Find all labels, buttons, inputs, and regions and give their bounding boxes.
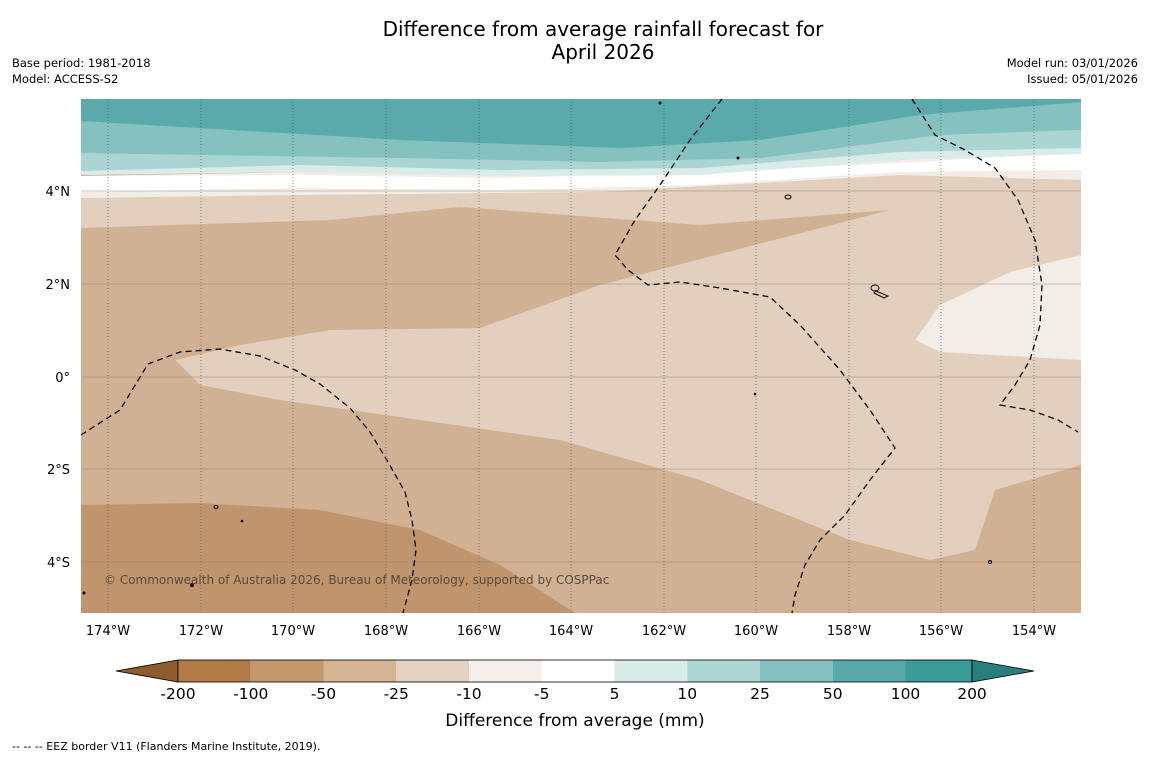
colorbar-tick: -25 bbox=[384, 685, 409, 703]
island-f bbox=[190, 583, 194, 587]
island-h bbox=[736, 156, 740, 160]
region-plus50 bbox=[81, 99, 1081, 148]
lat-label-2n: 2°N bbox=[46, 278, 71, 293]
lon-label-160w: 160°W bbox=[734, 624, 778, 639]
meta-left: Base period: 1981-2018 Model: ACCESS-S2 bbox=[12, 55, 151, 87]
eez-border-center bbox=[614, 99, 896, 613]
lat-label-4n: 4°N bbox=[46, 185, 71, 200]
lon-labels: 174°W 172°W 170°W 168°W 166°W 164°W 162°… bbox=[86, 624, 1056, 639]
colorbar: -200 -100 -50 -25 -10 -5 5 10 25 50 100 … bbox=[115, 659, 1035, 731]
eez-border-right bbox=[911, 99, 1079, 433]
colorbar-segment bbox=[469, 660, 542, 682]
colorbar-segment bbox=[614, 660, 688, 682]
lon-label-174w: 174°W bbox=[86, 624, 130, 639]
island-a bbox=[784, 194, 792, 200]
colorbar-tick: 5 bbox=[610, 685, 620, 703]
island-d bbox=[213, 505, 219, 509]
region-white bbox=[81, 152, 1081, 192]
lat-label-0: 0° bbox=[55, 371, 70, 386]
colorbar-segment bbox=[178, 660, 251, 682]
colorbar-segment bbox=[687, 660, 760, 682]
island-b bbox=[870, 284, 880, 292]
lon-label-164w: 164°W bbox=[549, 624, 593, 639]
lon-label-162w: 162°W bbox=[642, 624, 686, 639]
copyright-notice: © Commonwealth of Australia 2026, Bureau… bbox=[104, 573, 609, 587]
colorbar-tick: 10 bbox=[677, 685, 697, 703]
colorbar-tick: -5 bbox=[534, 685, 549, 703]
island-g bbox=[988, 560, 992, 564]
colorbar-segment bbox=[323, 660, 397, 682]
title-line-1: Difference from average rainfall forecas… bbox=[382, 17, 824, 41]
colorbar-segment bbox=[541, 660, 615, 682]
colorbar-segment bbox=[832, 660, 906, 682]
colorbar-tick: -50 bbox=[311, 685, 336, 703]
meta-right: Model run: 03/01/2026 Issued: 05/01/2026 bbox=[1007, 55, 1138, 87]
colorbar-segment bbox=[905, 660, 972, 682]
island-i bbox=[658, 101, 662, 105]
rainfall-field bbox=[81, 99, 1081, 613]
colorbar-tick: 25 bbox=[750, 685, 770, 703]
lat-gridlines bbox=[81, 190, 1081, 563]
colorbar-frame bbox=[177, 659, 973, 683]
islands bbox=[82, 101, 992, 595]
colorbar-left-arrow bbox=[115, 659, 179, 683]
colorbar-tick: 50 bbox=[823, 685, 843, 703]
lon-label-154w: 154°W bbox=[1012, 624, 1056, 639]
colorbar-tick: -10 bbox=[456, 685, 481, 703]
base-period: Base period: 1981-2018 bbox=[12, 56, 151, 70]
lat-label-2s: 2°S bbox=[47, 463, 70, 478]
model-run: Model run: 03/01/2026 bbox=[1006, 56, 1138, 70]
island-c bbox=[873, 290, 890, 299]
island-e bbox=[240, 519, 244, 523]
colorbar-segment bbox=[396, 660, 469, 682]
region-minus10 bbox=[915, 255, 1081, 360]
eez-footnote: -- -- -- EEZ border V11 (Flanders Marine… bbox=[12, 740, 321, 753]
island-k bbox=[82, 591, 86, 595]
lon-label-156w: 156°W bbox=[919, 624, 963, 639]
eez-border-left bbox=[81, 348, 417, 613]
lon-label-166w: 166°W bbox=[457, 624, 501, 639]
colorbar-segment bbox=[760, 660, 833, 682]
lon-label-168w: 168°W bbox=[364, 624, 408, 639]
region-minus100 bbox=[81, 503, 575, 613]
colorbar-tick: -200 bbox=[160, 685, 195, 703]
lon-label-172w: 172°W bbox=[179, 624, 223, 639]
colorbar-tick: 200 bbox=[957, 685, 987, 703]
lat-label-4s: 4°S bbox=[47, 556, 70, 571]
colorbar-tick: 100 bbox=[891, 685, 921, 703]
title-line-2: April 2026 bbox=[551, 40, 655, 64]
lat-labels: 4°N 2°N 0° 2°S 4°S bbox=[46, 185, 71, 571]
colorbar-segment bbox=[250, 660, 324, 682]
chart-title: Difference from average rainfall forecas… bbox=[0, 18, 1150, 64]
issued-date: Issued: 05/01/2026 bbox=[1027, 72, 1138, 86]
region-minus25-central bbox=[175, 210, 1081, 560]
lon-label-158w: 158°W bbox=[827, 624, 871, 639]
lon-label-170w: 170°W bbox=[271, 624, 315, 639]
island-j bbox=[753, 392, 757, 396]
colorbar-label: Difference from average (mm) bbox=[445, 711, 704, 731]
eez-borders bbox=[81, 99, 1079, 613]
model-name: Model: ACCESS-S2 bbox=[12, 72, 119, 86]
colorbar-right-arrow bbox=[971, 659, 1035, 683]
colorbar-tick: -100 bbox=[233, 685, 268, 703]
